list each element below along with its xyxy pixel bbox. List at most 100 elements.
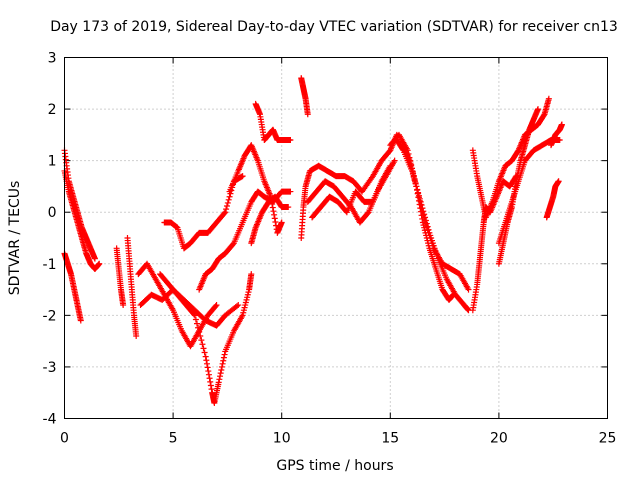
data-point: [120, 302, 127, 309]
data-point: [196, 328, 203, 335]
data-point: [272, 219, 279, 226]
data-point: [91, 255, 98, 262]
data-point: [215, 379, 222, 386]
data-point: [225, 196, 232, 203]
y-tick-label: 0: [48, 205, 57, 221]
data-point: [217, 373, 224, 380]
data-point: [213, 302, 220, 309]
data-point: [203, 357, 210, 364]
data-point: [415, 194, 422, 201]
data-point: [239, 173, 246, 180]
data-point: [304, 111, 311, 118]
data-point: [203, 360, 210, 367]
data-point: [195, 324, 202, 331]
data-point: [220, 354, 227, 361]
data-point: [387, 162, 394, 169]
data-point: [206, 375, 213, 382]
data-point: [224, 199, 231, 206]
data-point: [558, 121, 565, 128]
y-tick-label: -2: [43, 308, 57, 324]
data-point: [205, 368, 212, 375]
x-tick-label: 15: [381, 431, 399, 447]
data-point: [197, 332, 204, 339]
data-point: [96, 260, 103, 267]
data-point: [77, 317, 84, 324]
data-point: [555, 178, 562, 185]
data-point: [133, 332, 140, 339]
data-point: [220, 357, 227, 364]
data-point: [418, 212, 425, 219]
plot-frame: [64, 57, 608, 419]
data-point: [199, 341, 206, 348]
data-point: [422, 217, 429, 224]
data-point: [278, 219, 285, 226]
data-point: [450, 291, 457, 298]
data-point: [190, 311, 197, 318]
data-point: [207, 382, 214, 389]
data-points: [61, 75, 565, 407]
data-point: [221, 210, 228, 217]
data-point: [230, 241, 237, 248]
y-tick-label: 2: [48, 102, 57, 118]
data-point: [192, 316, 199, 323]
data-point: [271, 211, 278, 218]
data-point: [465, 286, 472, 293]
data-point: [424, 223, 431, 230]
x-tick-label: 20: [490, 431, 508, 447]
data-point: [417, 205, 424, 212]
data-point: [285, 204, 292, 211]
data-point: [202, 353, 209, 360]
y-tick-label: -1: [43, 257, 57, 273]
data-point: [423, 220, 430, 227]
gridlines: [64, 57, 608, 419]
data-point: [221, 351, 228, 358]
data-point: [545, 95, 552, 102]
x-tick-label: 0: [60, 431, 69, 447]
data-point: [201, 349, 208, 356]
data-point: [364, 210, 371, 217]
data-point: [414, 190, 421, 197]
data-point: [218, 367, 225, 374]
data-point: [233, 303, 240, 310]
data-point: [216, 376, 223, 383]
data-point: [416, 201, 423, 208]
data-point: [415, 197, 422, 204]
data-point: [205, 371, 212, 378]
data-point: [204, 364, 211, 371]
data-point: [556, 137, 563, 144]
data-point: [200, 345, 207, 352]
x-axis-label: GPS time / hours: [276, 458, 393, 474]
y-tick-label: 3: [48, 51, 57, 67]
data-point: [391, 157, 398, 164]
data-point: [413, 183, 420, 190]
y-axis-label: SDTVAR / TECUs: [7, 181, 23, 296]
data-point: [270, 208, 277, 215]
data-point: [417, 208, 424, 215]
data-point: [217, 370, 224, 377]
y-tick-label: -4: [43, 412, 57, 428]
data-point: [223, 203, 230, 210]
data-point: [226, 193, 233, 200]
y-tick-label: -3: [43, 360, 57, 376]
data-point: [222, 209, 229, 216]
data-point: [248, 271, 255, 278]
data-point: [534, 106, 541, 113]
data-point: [219, 360, 226, 367]
data-point: [218, 363, 225, 370]
data-point: [287, 137, 294, 144]
data-point: [193, 320, 200, 327]
x-tick-label: 25: [599, 431, 617, 447]
data-point: [191, 312, 198, 319]
data-point: [414, 187, 421, 194]
data-point: [223, 206, 230, 213]
axis-ticks: [64, 57, 608, 419]
x-tick-label: 5: [169, 431, 178, 447]
data-point: [419, 215, 426, 222]
data-point: [269, 204, 276, 211]
data-point: [271, 215, 278, 222]
data-point: [287, 188, 294, 195]
data-point: [207, 378, 214, 385]
data-point: [421, 211, 428, 218]
tick-labels: 0 5 10 15 20 25 -4 -3 -2 -1 0 1 2 3: [43, 51, 617, 447]
